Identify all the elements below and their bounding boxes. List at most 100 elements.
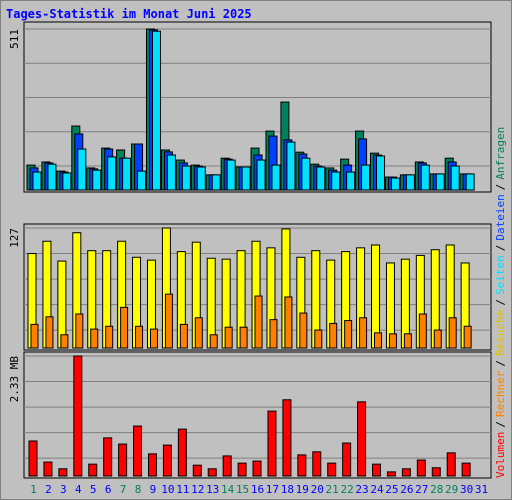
bar: [147, 453, 157, 477]
bar: [346, 171, 356, 191]
x-tick-label: 6: [105, 483, 112, 496]
bar: [62, 172, 72, 191]
x-tick-label: 22: [340, 483, 353, 496]
bar: [450, 165, 460, 191]
bar: [166, 154, 176, 191]
bar: [30, 323, 39, 349]
bar: [254, 295, 263, 349]
bar: [401, 468, 411, 477]
bar: [162, 444, 172, 477]
y-tick-label: 127: [8, 228, 21, 248]
bar: [241, 166, 251, 191]
bar: [284, 296, 293, 349]
bar: [431, 467, 441, 477]
bar: [297, 454, 307, 477]
bar: [390, 177, 400, 191]
bar: [327, 462, 337, 477]
bar: [256, 159, 266, 191]
bar: [60, 334, 69, 349]
bar: [463, 325, 472, 349]
bar: [388, 333, 397, 349]
x-tick-label: 4: [75, 483, 82, 496]
x-tick-label: 18: [281, 483, 294, 496]
bar: [222, 455, 232, 477]
bar: [194, 317, 203, 349]
bar: [177, 428, 187, 477]
legend-separator: /: [494, 184, 507, 191]
bar: [92, 169, 102, 191]
bar: [446, 452, 456, 477]
x-tick-label: 30: [460, 483, 473, 496]
bar: [77, 148, 87, 191]
bar: [433, 329, 442, 349]
bar: [135, 325, 144, 349]
bar: [237, 462, 247, 477]
x-tick-label: 13: [206, 483, 219, 496]
bar: [211, 174, 221, 191]
x-tick-label: 3: [60, 483, 67, 496]
bar: [420, 164, 430, 191]
bar: [192, 464, 202, 477]
bar: [316, 166, 326, 191]
bar: [88, 463, 98, 477]
panel: [23, 351, 492, 479]
bar: [149, 328, 158, 349]
x-tick-label: 9: [150, 483, 157, 496]
bar: [239, 326, 248, 349]
x-tick-label: 12: [191, 483, 204, 496]
legend-separator: /: [494, 245, 507, 252]
x-tick-label: 19: [296, 483, 309, 496]
bar: [344, 320, 353, 349]
legend-separator: /: [494, 360, 507, 367]
legend: Volumen / Rechner / Besuche / Seiten / Dateien / A…: [494, 127, 507, 478]
bar: [282, 399, 292, 477]
x-tick-label: 16: [251, 483, 264, 496]
bar: [90, 328, 99, 349]
x-tick-label: 20: [311, 483, 324, 496]
bar: [151, 30, 161, 191]
x-tick-label: 7: [120, 483, 127, 496]
bar: [372, 463, 382, 477]
bar: [331, 171, 341, 191]
x-tick-label: 24: [370, 483, 384, 496]
x-tick-label: 2: [45, 483, 52, 496]
bar: [416, 459, 426, 477]
chart-title: Tages-Statistik im Monat Juni 2025: [6, 7, 252, 21]
legend-entry: Volumen: [494, 432, 507, 478]
bar: [461, 462, 471, 477]
bar: [28, 440, 38, 477]
bar: [118, 443, 128, 477]
bar: [224, 326, 233, 349]
bar: [342, 442, 352, 477]
bar: [105, 325, 114, 349]
bar: [133, 425, 143, 477]
bar: [359, 317, 368, 349]
legend-entry: Seiten: [494, 255, 507, 295]
bar: [357, 401, 367, 477]
bar: [418, 313, 427, 349]
bar: [207, 468, 217, 477]
x-tick-label: 28: [430, 483, 443, 496]
bar: [301, 157, 311, 191]
x-tick-label: 15: [236, 483, 249, 496]
x-tick-label: 29: [445, 483, 458, 496]
bar: [75, 313, 84, 349]
x-tick-label: 10: [161, 483, 174, 496]
x-tick-label: 26: [400, 483, 413, 496]
x-tick-label: 27: [415, 483, 428, 496]
bar: [386, 471, 396, 477]
bar: [209, 334, 218, 349]
bar: [403, 333, 412, 349]
x-tick-label: 8: [135, 483, 142, 496]
bar: [164, 293, 173, 349]
bar: [47, 163, 57, 191]
bar: [286, 141, 296, 191]
bar: [448, 317, 457, 349]
x-tick-label: 21: [326, 483, 339, 496]
x-tick-label: 17: [266, 483, 279, 496]
x-tick-label: 14: [221, 483, 235, 496]
bar: [435, 173, 445, 191]
legend-separator: /: [494, 421, 507, 428]
bar: [58, 468, 68, 477]
x-tick-label: 1: [30, 483, 37, 496]
